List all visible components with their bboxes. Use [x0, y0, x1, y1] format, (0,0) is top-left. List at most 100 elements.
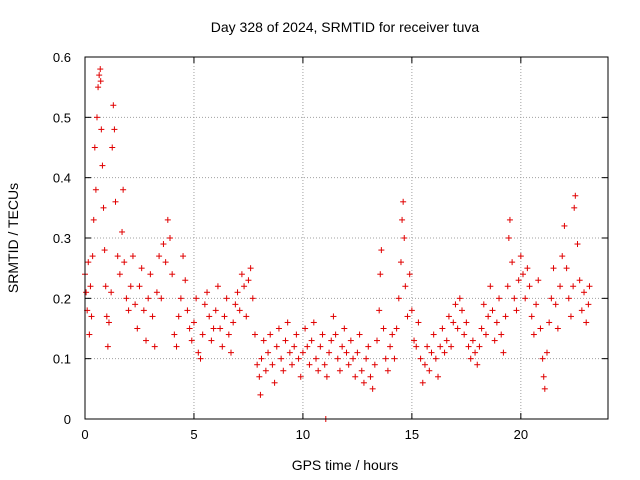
- data-point: [456, 295, 463, 302]
- data-point: [439, 325, 446, 332]
- data-point: [102, 283, 109, 290]
- data-point: [97, 66, 104, 73]
- data-point: [565, 295, 572, 302]
- y-tick-label: 0.3: [53, 231, 71, 246]
- data-point: [401, 235, 408, 241]
- data-point: [377, 271, 384, 278]
- y-axis-label: SRMTID / TECUs: [5, 183, 21, 293]
- data-point: [426, 367, 433, 374]
- data-point: [480, 301, 487, 308]
- data-point: [491, 337, 498, 344]
- data-point: [273, 343, 280, 350]
- data-point: [350, 355, 357, 362]
- data-point: [548, 295, 555, 302]
- data-point: [581, 289, 588, 296]
- data-point: [96, 72, 103, 79]
- data-point: [85, 259, 92, 266]
- data-point: [467, 355, 474, 362]
- data-point: [151, 343, 158, 350]
- data-point: [543, 349, 550, 356]
- y-tick-label: 0.6: [53, 50, 71, 65]
- data-point: [92, 186, 99, 193]
- data-point: [173, 343, 180, 350]
- data-point: [343, 349, 350, 356]
- data-point: [310, 319, 317, 326]
- data-point: [408, 307, 415, 314]
- data-point: [136, 283, 143, 290]
- data-point: [299, 349, 306, 356]
- data-point: [448, 343, 455, 350]
- data-point: [585, 301, 592, 308]
- data-point: [88, 313, 95, 320]
- data-point: [424, 343, 431, 350]
- y-tick-label: 0.2: [53, 291, 71, 306]
- data-point: [415, 319, 422, 326]
- data-point: [234, 289, 241, 296]
- data-point: [419, 379, 426, 386]
- data-point: [570, 283, 577, 290]
- data-point: [164, 216, 171, 223]
- data-point: [156, 253, 163, 260]
- data-point: [540, 373, 547, 380]
- data-point: [293, 331, 300, 338]
- data-point: [269, 361, 276, 368]
- data-point: [86, 331, 93, 338]
- data-point: [199, 331, 206, 338]
- data-point: [369, 385, 376, 392]
- data-point: [177, 295, 184, 302]
- data-point: [567, 313, 574, 320]
- data-point: [406, 271, 413, 278]
- data-point: [160, 241, 167, 248]
- data-point: [134, 325, 141, 332]
- data-point: [445, 313, 452, 320]
- data-point: [358, 367, 365, 374]
- data-point: [389, 331, 396, 338]
- data-point: [374, 337, 381, 344]
- data-point: [169, 271, 176, 278]
- data-point: [578, 307, 585, 314]
- data-point: [97, 78, 104, 85]
- data-point: [559, 253, 566, 260]
- data-point: [463, 319, 470, 326]
- data-point: [452, 301, 459, 308]
- data-point: [345, 361, 352, 368]
- y-tick-label: 0: [64, 412, 71, 427]
- data-point: [289, 361, 296, 368]
- data-point: [221, 313, 228, 320]
- data-point: [302, 325, 309, 332]
- data-point: [504, 283, 511, 290]
- data-point: [125, 307, 132, 314]
- data-point: [441, 349, 448, 356]
- data-point: [267, 331, 274, 338]
- data-point: [249, 295, 256, 302]
- data-point: [378, 247, 385, 254]
- data-point: [384, 367, 391, 374]
- data-point: [90, 216, 97, 223]
- data-point: [465, 343, 472, 350]
- data-point: [180, 253, 187, 260]
- data-point: [184, 307, 191, 314]
- data-point: [162, 259, 169, 266]
- x-tick-label: 5: [190, 427, 197, 442]
- data-point: [458, 307, 465, 314]
- data-point: [511, 295, 518, 302]
- y-tick-label: 0.5: [53, 110, 71, 125]
- data-point: [557, 283, 564, 290]
- data-point: [574, 241, 581, 248]
- data-point: [417, 355, 424, 362]
- data-point: [197, 355, 204, 362]
- data-point: [116, 271, 123, 278]
- data-points: [82, 66, 593, 422]
- data-point: [123, 295, 130, 302]
- data-point: [371, 361, 378, 368]
- data-point: [413, 343, 420, 350]
- x-tick-label: 15: [405, 427, 419, 442]
- data-point: [461, 331, 468, 338]
- data-point: [395, 295, 402, 302]
- data-point: [158, 295, 165, 302]
- data-point: [236, 307, 243, 314]
- data-point: [517, 253, 524, 260]
- data-point: [554, 325, 561, 332]
- data-point: [188, 337, 195, 344]
- data-point: [356, 331, 363, 338]
